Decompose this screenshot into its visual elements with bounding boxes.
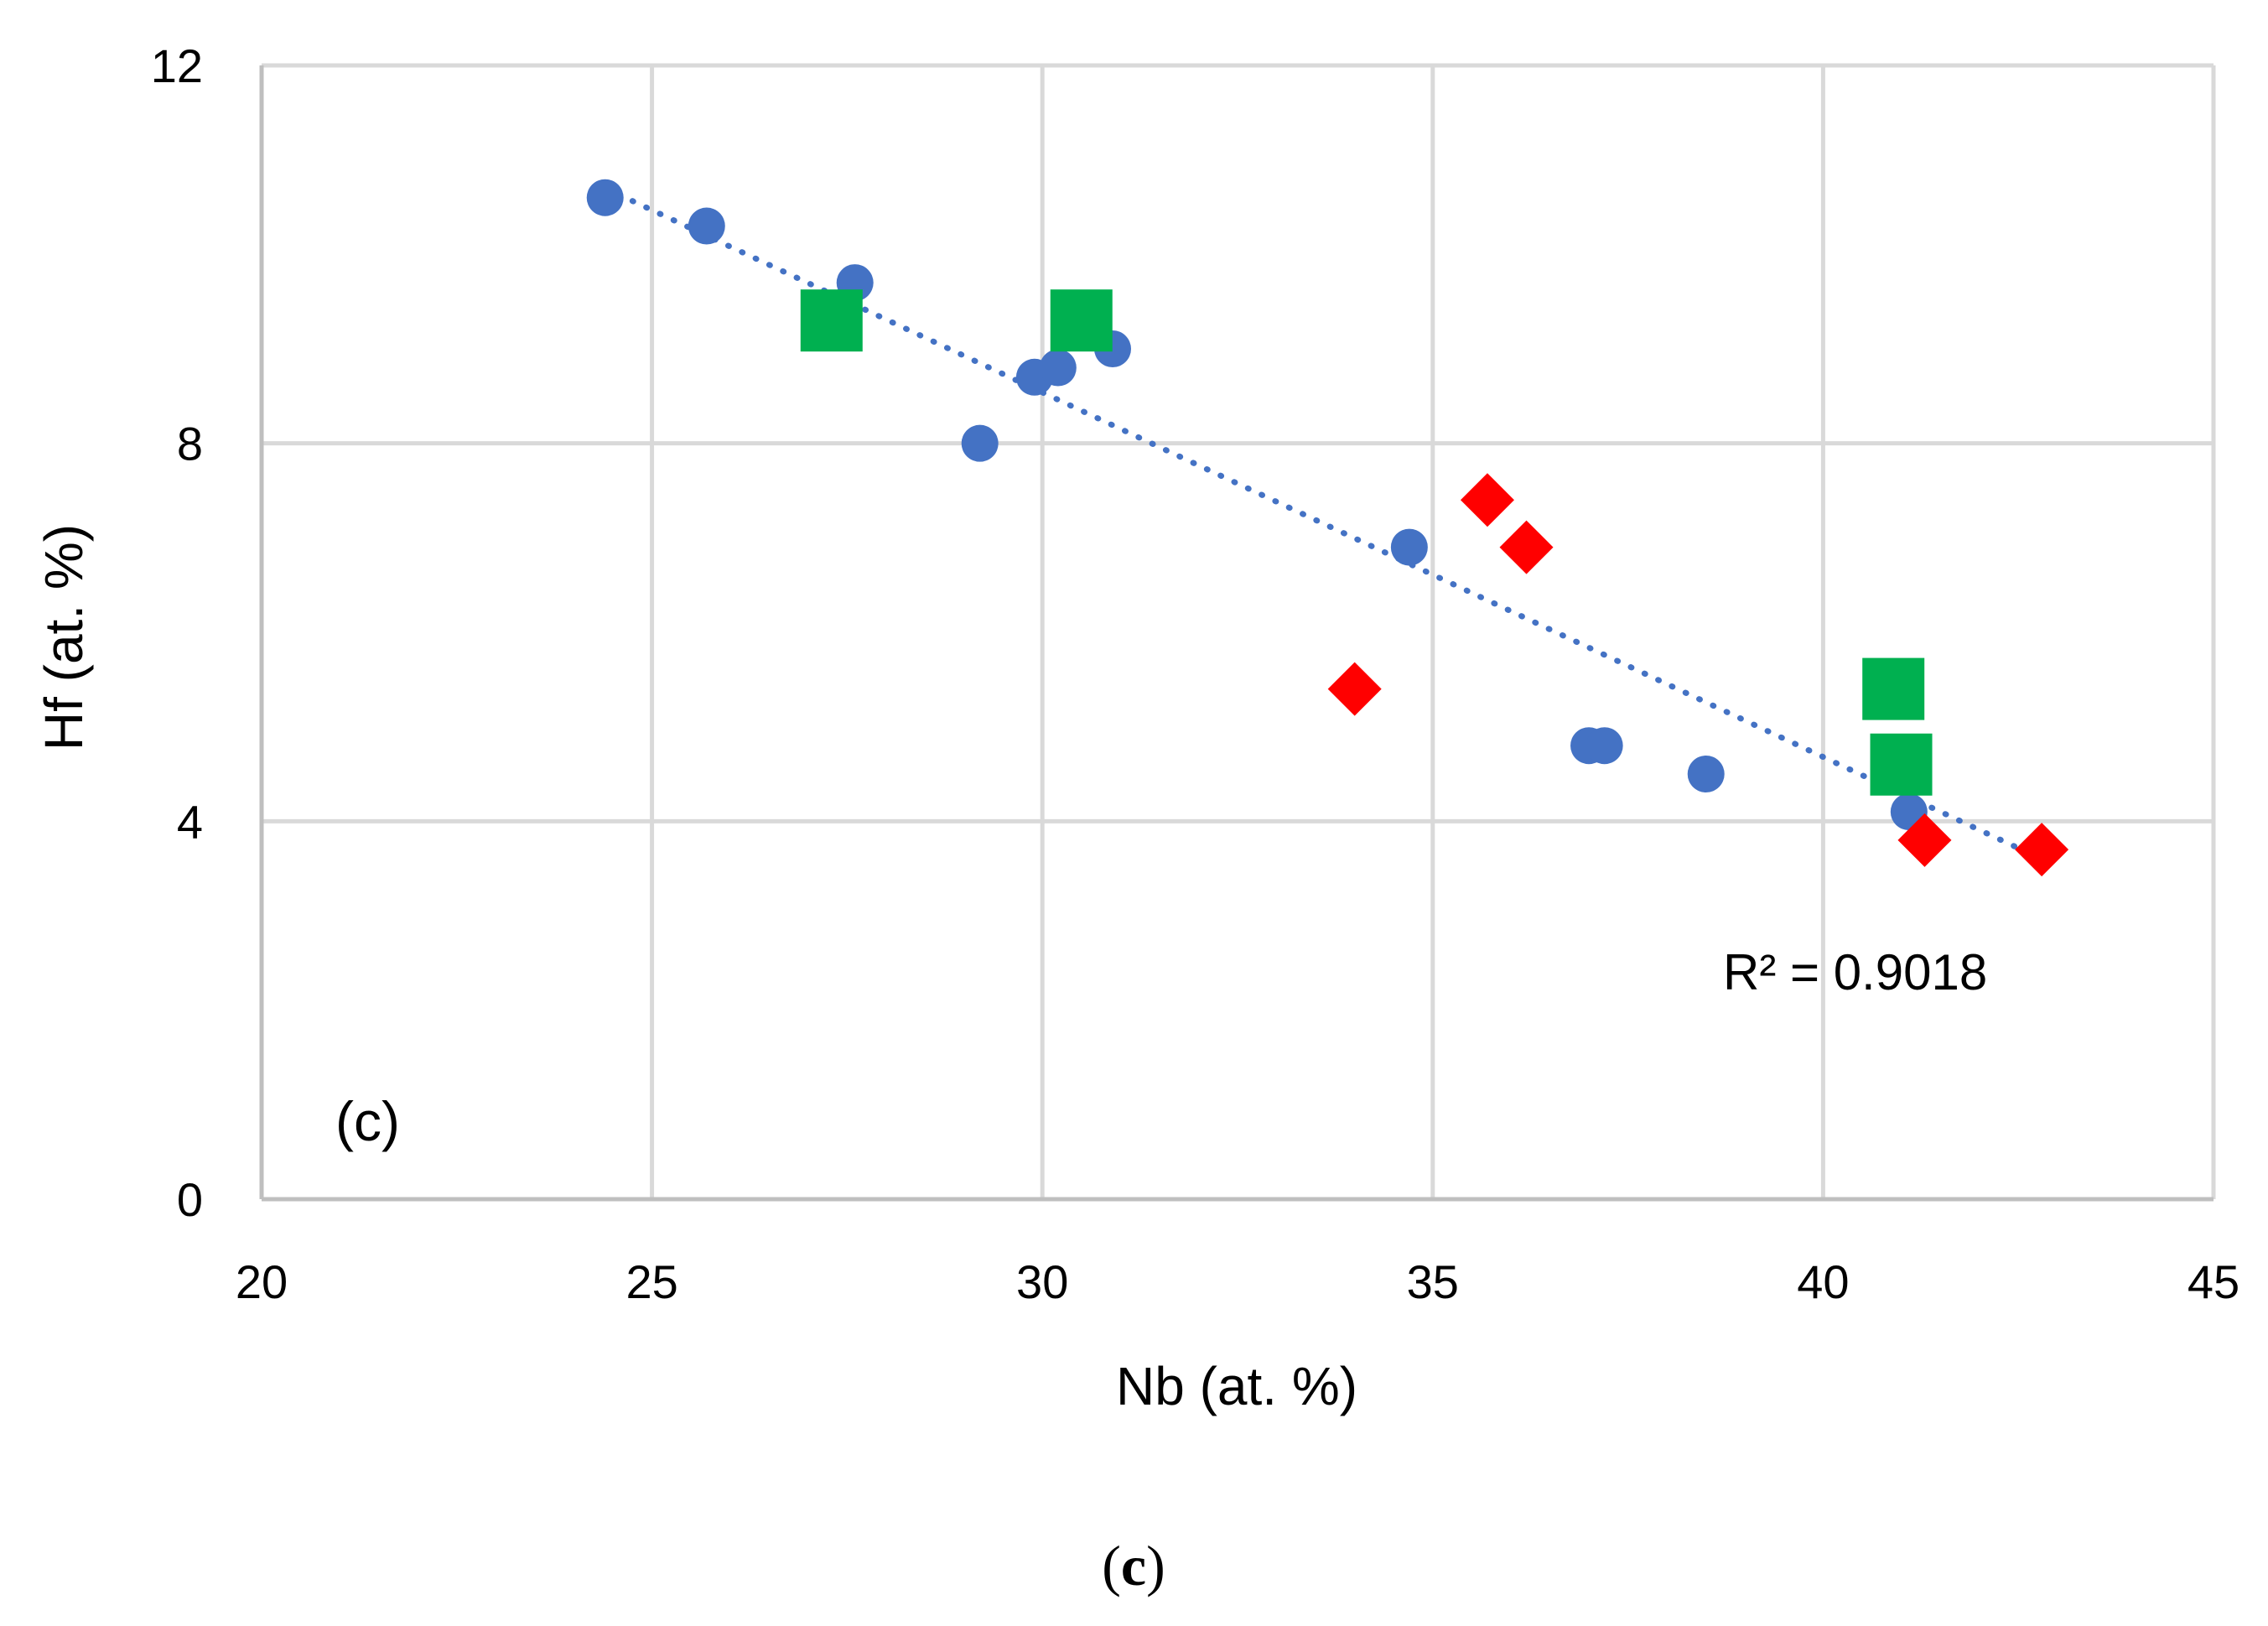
r-squared-annotation: R² = 0.9018 (1723, 944, 1987, 1000)
y-tick-label: 0 (177, 1173, 203, 1226)
gridlines (262, 63, 2216, 1199)
square-point (1050, 289, 1113, 352)
x-tick-label: 30 (1016, 1255, 1068, 1308)
caption-letter: c (1121, 1534, 1146, 1597)
circle-point (1039, 349, 1077, 387)
y-tick-label: 4 (177, 795, 203, 848)
x-tick-label: 35 (1407, 1255, 1459, 1308)
x-tick-label: 20 (236, 1255, 288, 1308)
axes (259, 65, 2214, 1202)
circle-point (586, 179, 624, 216)
figure-caption: (c) (1102, 1534, 1165, 1597)
circle-point (688, 207, 725, 245)
x-axis-title: Nb (at. %) (1116, 1356, 1357, 1416)
circle-point (961, 424, 999, 462)
circle-point (1586, 727, 1623, 765)
diamond-point (1327, 662, 1382, 716)
x-tick-label: 25 (625, 1255, 677, 1308)
caption-close-paren: ) (1146, 1534, 1165, 1597)
square-point (1862, 657, 1925, 720)
diamond-point (1460, 473, 1514, 527)
tick-labels: 20 25 30 35 40 45 0 4 8 12 (151, 39, 2239, 1308)
x-tick-label: 40 (1797, 1255, 1849, 1308)
y-tick-label: 8 (177, 418, 203, 470)
caption-open-paren: ( (1102, 1534, 1121, 1597)
square-point (1870, 733, 1933, 796)
diamond-point (1499, 520, 1554, 574)
x-tick-label: 45 (2188, 1255, 2239, 1308)
diamond-point (2015, 823, 2069, 877)
panel-label: (c) (335, 1090, 400, 1152)
y-axis-title: Hf (at. %) (34, 524, 94, 751)
square-point (800, 289, 863, 352)
diamond-point (1897, 813, 1952, 867)
data-points (586, 179, 2069, 877)
y-tick-label: 12 (151, 39, 203, 92)
circle-point (1687, 756, 1725, 792)
circle-point (1390, 528, 1428, 566)
